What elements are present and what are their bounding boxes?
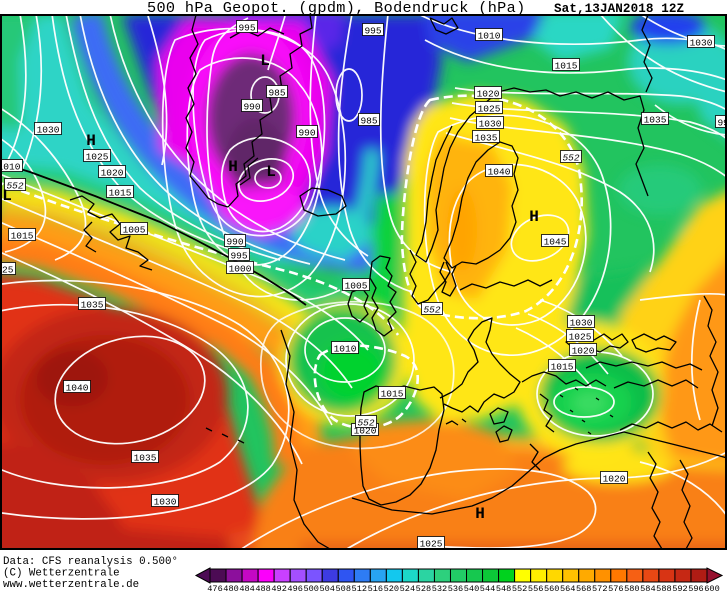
- svg-text:556: 556: [528, 584, 543, 593]
- svg-text:488: 488: [255, 584, 270, 593]
- svg-text:(C) Wetterzentrale: (C) Wetterzentrale: [3, 568, 120, 580]
- svg-text:995: 995: [230, 251, 247, 262]
- svg-text:990: 990: [226, 237, 243, 248]
- svg-text:552: 552: [357, 418, 374, 429]
- svg-text:995: 995: [238, 23, 255, 34]
- svg-text:1015: 1015: [551, 362, 574, 373]
- svg-text:1040: 1040: [488, 167, 511, 178]
- svg-text:1030: 1030: [479, 119, 502, 130]
- svg-text:985: 985: [360, 116, 377, 127]
- svg-text:528: 528: [416, 584, 431, 593]
- svg-text:492: 492: [271, 584, 286, 593]
- svg-text:1035: 1035: [134, 453, 157, 464]
- svg-text:990: 990: [717, 118, 727, 129]
- svg-text:516: 516: [368, 584, 383, 593]
- svg-text:1040: 1040: [66, 383, 89, 394]
- svg-text:536: 536: [448, 584, 463, 593]
- svg-text:1045: 1045: [544, 237, 567, 248]
- svg-text:504: 504: [319, 584, 334, 593]
- svg-text:548: 548: [496, 584, 511, 593]
- svg-text:1005: 1005: [345, 281, 368, 292]
- svg-text:995: 995: [364, 26, 381, 37]
- svg-text:552: 552: [512, 584, 527, 593]
- svg-text:1025: 1025: [478, 104, 501, 115]
- svg-text:L: L: [2, 187, 12, 205]
- svg-text:1010: 1010: [478, 31, 501, 42]
- svg-text:568: 568: [576, 584, 591, 593]
- svg-text:476: 476: [207, 584, 222, 593]
- svg-text:Data: CFS reanalysis 0.500°: Data: CFS reanalysis 0.500°: [3, 556, 178, 568]
- svg-text:512: 512: [352, 584, 367, 593]
- svg-text:572: 572: [592, 584, 607, 593]
- svg-text:596: 596: [688, 584, 703, 593]
- svg-text:1020: 1020: [477, 89, 500, 100]
- svg-text:1035: 1035: [644, 115, 667, 126]
- svg-text:L: L: [266, 163, 276, 181]
- svg-text:552: 552: [562, 153, 579, 164]
- svg-text:1025: 1025: [86, 152, 109, 163]
- svg-text:544: 544: [480, 584, 495, 593]
- svg-text:1005: 1005: [123, 225, 146, 236]
- svg-text:1020: 1020: [572, 346, 595, 357]
- svg-text:1035: 1035: [475, 133, 498, 144]
- svg-text:588: 588: [656, 584, 671, 593]
- svg-text:1025: 1025: [569, 332, 592, 343]
- svg-text:532: 532: [432, 584, 447, 593]
- svg-text:552: 552: [6, 181, 23, 192]
- svg-text:580: 580: [624, 584, 639, 593]
- svg-text:H: H: [228, 158, 238, 176]
- svg-text:1015: 1015: [555, 61, 578, 72]
- svg-text:H: H: [529, 208, 539, 226]
- svg-text:564: 564: [560, 584, 575, 593]
- svg-text:1015: 1015: [109, 188, 132, 199]
- svg-text:524: 524: [400, 584, 415, 593]
- svg-text:H: H: [86, 132, 96, 150]
- svg-text:1035: 1035: [81, 300, 104, 311]
- svg-text:500: 500: [303, 584, 318, 593]
- svg-text:990: 990: [243, 102, 260, 113]
- svg-text:985: 985: [268, 88, 285, 99]
- svg-text:1030: 1030: [570, 318, 593, 329]
- svg-text:www.wetterzentrale.de: www.wetterzentrale.de: [3, 579, 139, 591]
- svg-text:Sat,13JAN2018 12Z: Sat,13JAN2018 12Z: [554, 2, 684, 16]
- svg-text:1020: 1020: [101, 168, 124, 179]
- svg-text:508: 508: [336, 584, 351, 593]
- svg-text:1010: 1010: [334, 344, 357, 355]
- svg-text:1010: 1010: [0, 162, 21, 173]
- svg-text:500 hPa Geopot. (gpdm), Bodend: 500 hPa Geopot. (gpdm), Bodendruck (hPa): [147, 0, 526, 17]
- svg-text:520: 520: [384, 584, 399, 593]
- svg-text:1030: 1030: [154, 497, 177, 508]
- svg-text:1000: 1000: [229, 264, 252, 275]
- svg-text:1020: 1020: [354, 426, 377, 437]
- svg-text:L: L: [260, 52, 270, 70]
- svg-text:584: 584: [640, 584, 655, 593]
- svg-text:484: 484: [239, 584, 254, 593]
- svg-text:560: 560: [544, 584, 559, 593]
- svg-text:576: 576: [608, 584, 623, 593]
- svg-text:480: 480: [223, 584, 238, 593]
- svg-text:990: 990: [298, 128, 315, 139]
- svg-text:1015: 1015: [381, 389, 404, 400]
- svg-text:H: H: [475, 505, 485, 523]
- svg-text:1025: 1025: [420, 539, 443, 550]
- svg-text:540: 540: [464, 584, 479, 593]
- svg-text:1015: 1015: [11, 231, 34, 242]
- svg-text:1025: 1025: [0, 265, 14, 276]
- svg-text:496: 496: [287, 584, 302, 593]
- svg-text:1030: 1030: [37, 125, 60, 136]
- svg-text:552: 552: [423, 305, 440, 316]
- svg-text:592: 592: [672, 584, 687, 593]
- svg-text:1030: 1030: [690, 38, 713, 49]
- svg-text:1020: 1020: [603, 474, 626, 485]
- svg-text:600: 600: [704, 584, 719, 593]
